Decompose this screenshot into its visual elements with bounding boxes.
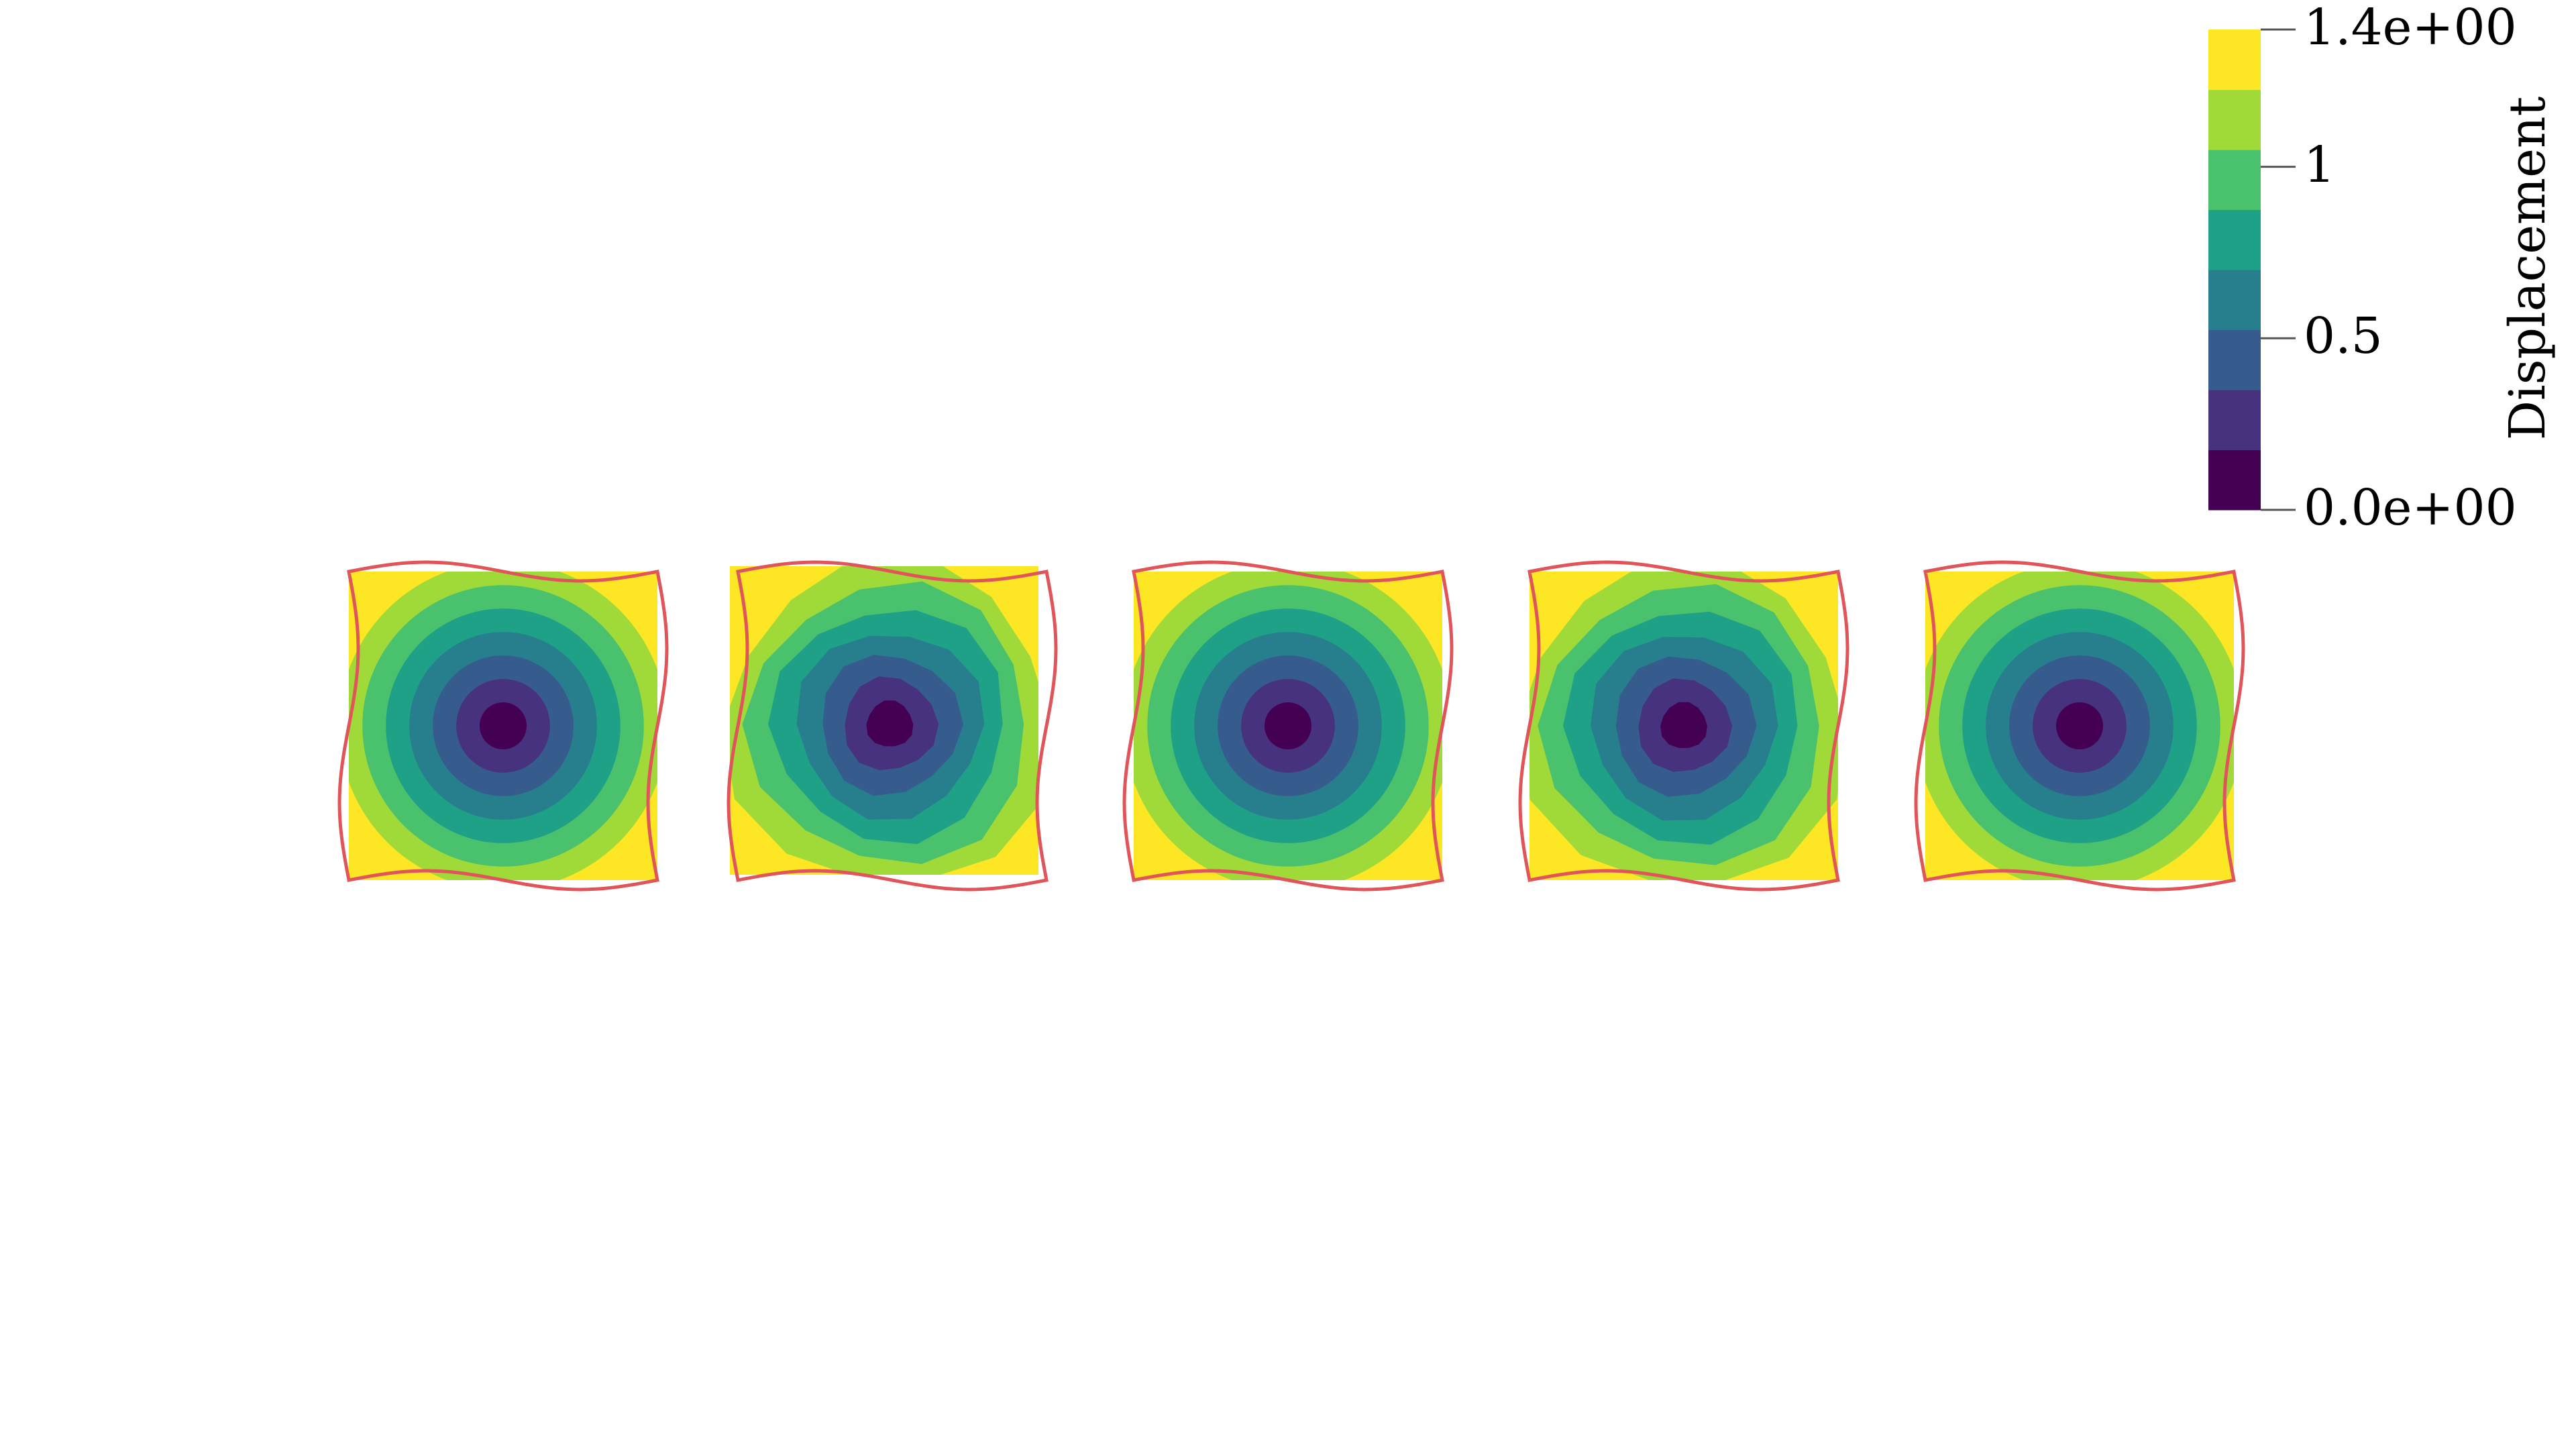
colorbar-title: Displacement (2499, 96, 2557, 441)
displacement-field (1134, 572, 1442, 880)
contour-panels (337, 560, 2245, 892)
colorbar-tick-label: 0.0e+00 (2304, 479, 2517, 537)
colorbar (2208, 28, 2296, 511)
colorbar-band (2208, 329, 2261, 390)
colorbar-band (2208, 89, 2261, 150)
colorbar-tick-label: 0.5 (2304, 307, 2383, 366)
displacement-field (730, 566, 1038, 875)
panel-5 (1914, 560, 2245, 892)
contour-band (2056, 702, 2103, 749)
contour-band (1660, 702, 1707, 748)
panel-4 (1518, 560, 1849, 892)
deformed-outline (1518, 560, 1849, 892)
contour-band (866, 700, 914, 747)
colorbar-tick-label: 1 (2304, 136, 2336, 194)
panel-3 (1122, 560, 1454, 892)
deformed-outline (727, 560, 1058, 892)
colorbar-band (2208, 449, 2261, 511)
panel-2 (727, 560, 1058, 892)
deformed-outline (1122, 560, 1454, 892)
contour-band (480, 702, 527, 749)
contour-band (1265, 702, 1311, 749)
displacement-field (1925, 572, 2234, 880)
colorbar-band (2208, 209, 2261, 270)
colorbar-band (2208, 270, 2261, 331)
displacement-field (349, 572, 657, 880)
colorbar-band (2208, 150, 2261, 211)
panel-1 (337, 560, 669, 892)
colorbar-band (2208, 30, 2261, 91)
deformed-outline (337, 560, 669, 892)
deformed-outline (1914, 560, 2245, 892)
colorbar-band (2208, 390, 2261, 451)
colorbar-tick-label: 1.4e+00 (2304, 0, 2517, 56)
displacement-field (1529, 572, 1838, 880)
